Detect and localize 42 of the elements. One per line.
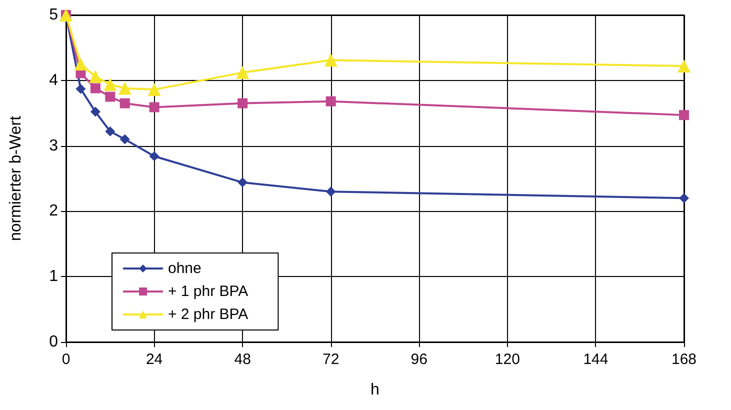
y-tick-label: 1 bbox=[49, 268, 58, 286]
y-axis-title: normierter b-Wert bbox=[8, 115, 24, 242]
y-tick-label: 3 bbox=[49, 137, 58, 154]
point bbox=[88, 70, 102, 83]
y-tick-label: 2 bbox=[49, 202, 58, 220]
point bbox=[74, 58, 88, 71]
legend-label: + 2 phr BPA bbox=[168, 306, 248, 323]
x-tick-label: 144 bbox=[583, 351, 608, 368]
point bbox=[678, 60, 690, 73]
x-tick-label: 24 bbox=[146, 351, 163, 368]
point bbox=[90, 83, 100, 94]
point bbox=[236, 66, 250, 80]
point bbox=[76, 84, 86, 94]
point bbox=[105, 126, 116, 136]
legend-label: + 1 phr BPA bbox=[168, 283, 248, 300]
x-tick-label: 0 bbox=[62, 351, 70, 368]
point bbox=[104, 78, 117, 91]
point bbox=[326, 96, 336, 106]
point bbox=[90, 106, 100, 117]
legend-label: ohne bbox=[168, 260, 202, 277]
point bbox=[238, 98, 248, 108]
point bbox=[148, 83, 161, 96]
point bbox=[149, 151, 160, 162]
x-tick-label: 168 bbox=[671, 351, 697, 368]
x-tick-label: 48 bbox=[234, 351, 251, 368]
point bbox=[149, 102, 160, 112]
point bbox=[118, 82, 132, 95]
point bbox=[326, 186, 336, 197]
point bbox=[238, 177, 248, 188]
x-axis-title: h bbox=[370, 382, 380, 398]
y-tick-label: 4 bbox=[49, 72, 58, 89]
point bbox=[679, 110, 689, 120]
point bbox=[679, 193, 689, 204]
x-tick-label: 96 bbox=[410, 351, 428, 368]
point bbox=[120, 98, 130, 108]
y-tick-label: 0 bbox=[49, 334, 58, 350]
point bbox=[120, 134, 130, 144]
point bbox=[105, 92, 116, 102]
x-tick-label: 72 bbox=[322, 351, 340, 368]
x-tick-label: 120 bbox=[494, 351, 520, 368]
y-tick-label: 5 bbox=[49, 6, 58, 24]
point bbox=[324, 54, 338, 67]
